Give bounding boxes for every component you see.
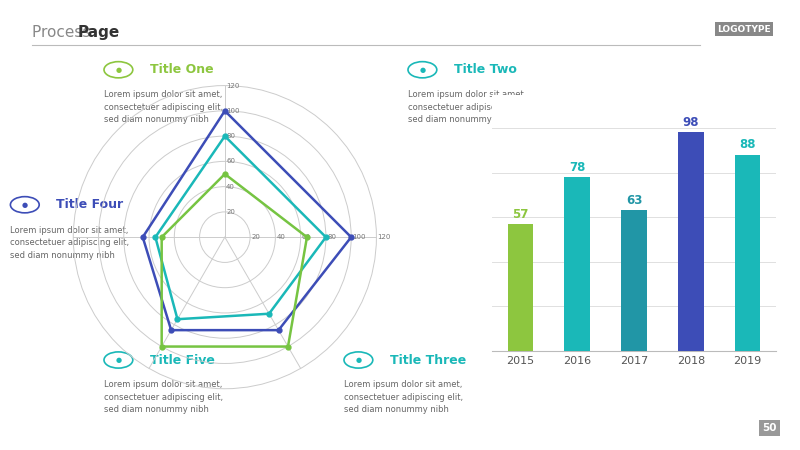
Text: 60: 60 bbox=[226, 158, 235, 164]
Text: Title Three: Title Three bbox=[390, 354, 466, 366]
Text: 50: 50 bbox=[762, 423, 777, 433]
Text: Title Two: Title Two bbox=[454, 63, 517, 76]
Text: 60: 60 bbox=[302, 234, 311, 240]
Text: 40: 40 bbox=[277, 234, 286, 240]
Text: ●: ● bbox=[419, 67, 426, 73]
Text: ●: ● bbox=[115, 67, 122, 73]
Text: Page: Page bbox=[78, 25, 120, 40]
Text: 20: 20 bbox=[226, 209, 235, 215]
Text: 40: 40 bbox=[226, 184, 235, 189]
Text: Lorem ipsum dolor sit amet,
consectetuer adipiscing elit,
sed diam nonummy nibh: Lorem ipsum dolor sit amet, consectetuer… bbox=[408, 90, 527, 124]
Text: 80: 80 bbox=[226, 133, 235, 139]
Text: ●: ● bbox=[355, 357, 362, 363]
Text: 63: 63 bbox=[626, 194, 642, 207]
Bar bbox=[735, 155, 760, 351]
Bar bbox=[678, 132, 703, 351]
Text: LOGOTYPE: LOGOTYPE bbox=[717, 25, 771, 34]
Text: Title Four: Title Four bbox=[56, 198, 123, 211]
Bar bbox=[622, 211, 646, 351]
Text: 88: 88 bbox=[739, 139, 756, 151]
Text: 100: 100 bbox=[353, 234, 366, 240]
Text: ●: ● bbox=[115, 357, 122, 363]
Text: Title One: Title One bbox=[150, 63, 214, 76]
Bar bbox=[565, 177, 590, 351]
Text: 80: 80 bbox=[327, 234, 336, 240]
Text: ●: ● bbox=[22, 202, 28, 208]
Text: Process: Process bbox=[32, 25, 95, 40]
Text: 98: 98 bbox=[682, 116, 699, 129]
Text: Lorem ipsum dolor sit amet,
consectetuer adipiscing elit,
sed diam nonummy nibh: Lorem ipsum dolor sit amet, consectetuer… bbox=[104, 90, 223, 124]
Text: Lorem ipsum dolor sit amet,
consectetuer adipiscing elit,
sed diam nonummy nibh: Lorem ipsum dolor sit amet, consectetuer… bbox=[344, 380, 463, 414]
Text: 120: 120 bbox=[226, 83, 239, 89]
Text: Lorem ipsum dolor sit amet,
consectetuer adipiscing elit,
sed diam nonummy nibh: Lorem ipsum dolor sit amet, consectetuer… bbox=[10, 226, 130, 260]
Text: 100: 100 bbox=[226, 108, 240, 114]
Text: 120: 120 bbox=[378, 234, 391, 240]
Text: 57: 57 bbox=[512, 207, 529, 220]
Text: Lorem ipsum dolor sit amet,
consectetuer adipiscing elit,
sed diam nonummy nibh: Lorem ipsum dolor sit amet, consectetuer… bbox=[104, 380, 223, 414]
Text: Title Five: Title Five bbox=[150, 354, 214, 366]
Bar bbox=[508, 224, 533, 351]
Text: 78: 78 bbox=[569, 161, 586, 174]
Text: 20: 20 bbox=[251, 234, 260, 240]
